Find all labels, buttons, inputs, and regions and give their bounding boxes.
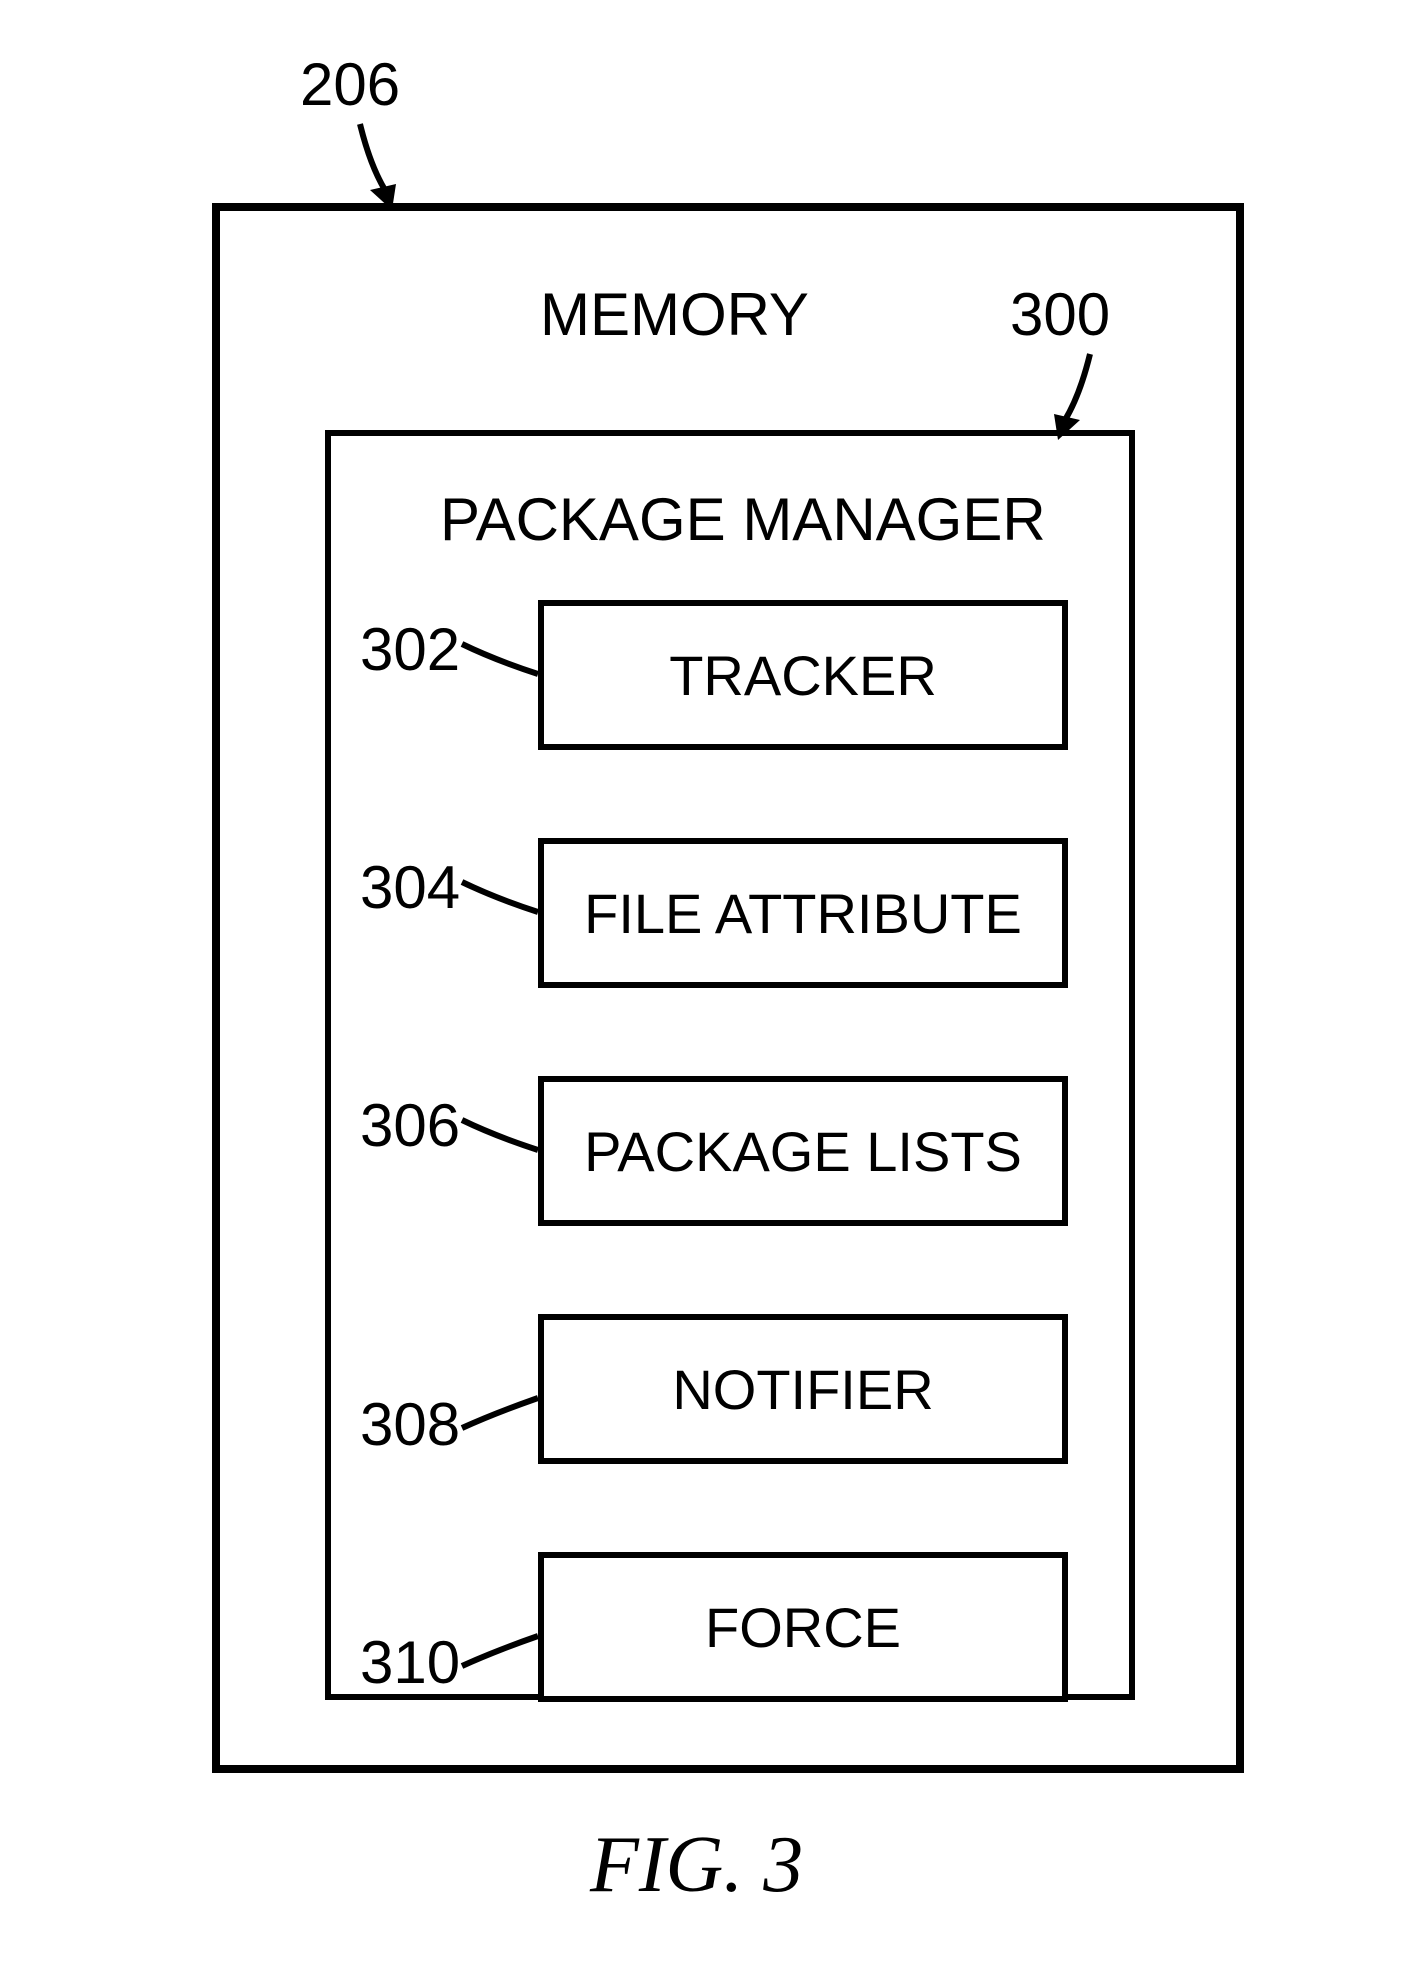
component-force-label: FORCE — [705, 1595, 901, 1660]
component-notifier-box: NOTIFIER — [538, 1314, 1068, 1464]
component-file-attribute-box: FILE ATTRIBUTE — [538, 838, 1068, 988]
component-package-lists-label: PACKAGE LISTS — [584, 1119, 1022, 1184]
ref-206-label: 206 — [300, 50, 400, 119]
ref-302-label: 302 — [360, 615, 460, 684]
component-force-box: FORCE — [538, 1552, 1068, 1702]
component-tracker-label: TRACKER — [669, 643, 937, 708]
memory-title: MEMORY — [540, 280, 809, 349]
component-notifier-label: NOTIFIER — [672, 1357, 933, 1422]
component-tracker-box: TRACKER — [538, 600, 1068, 750]
component-package-lists-box: PACKAGE LISTS — [538, 1076, 1068, 1226]
component-file-attribute-label: FILE ATTRIBUTE — [584, 881, 1022, 946]
ref-310-label: 310 — [360, 1628, 460, 1697]
figure-canvas: MEMORY 206 PACKAGE MANAGER 300 TRACKER 3… — [0, 0, 1415, 1974]
ref-304-label: 304 — [360, 853, 460, 922]
ref-300-label: 300 — [1010, 280, 1110, 349]
ref-306-label: 306 — [360, 1091, 460, 1160]
ref-206-leader — [330, 120, 410, 215]
ref-308-label: 308 — [360, 1390, 460, 1459]
package-manager-title: PACKAGE MANAGER — [440, 485, 1046, 554]
figure-caption: FIG. 3 — [590, 1820, 803, 1911]
